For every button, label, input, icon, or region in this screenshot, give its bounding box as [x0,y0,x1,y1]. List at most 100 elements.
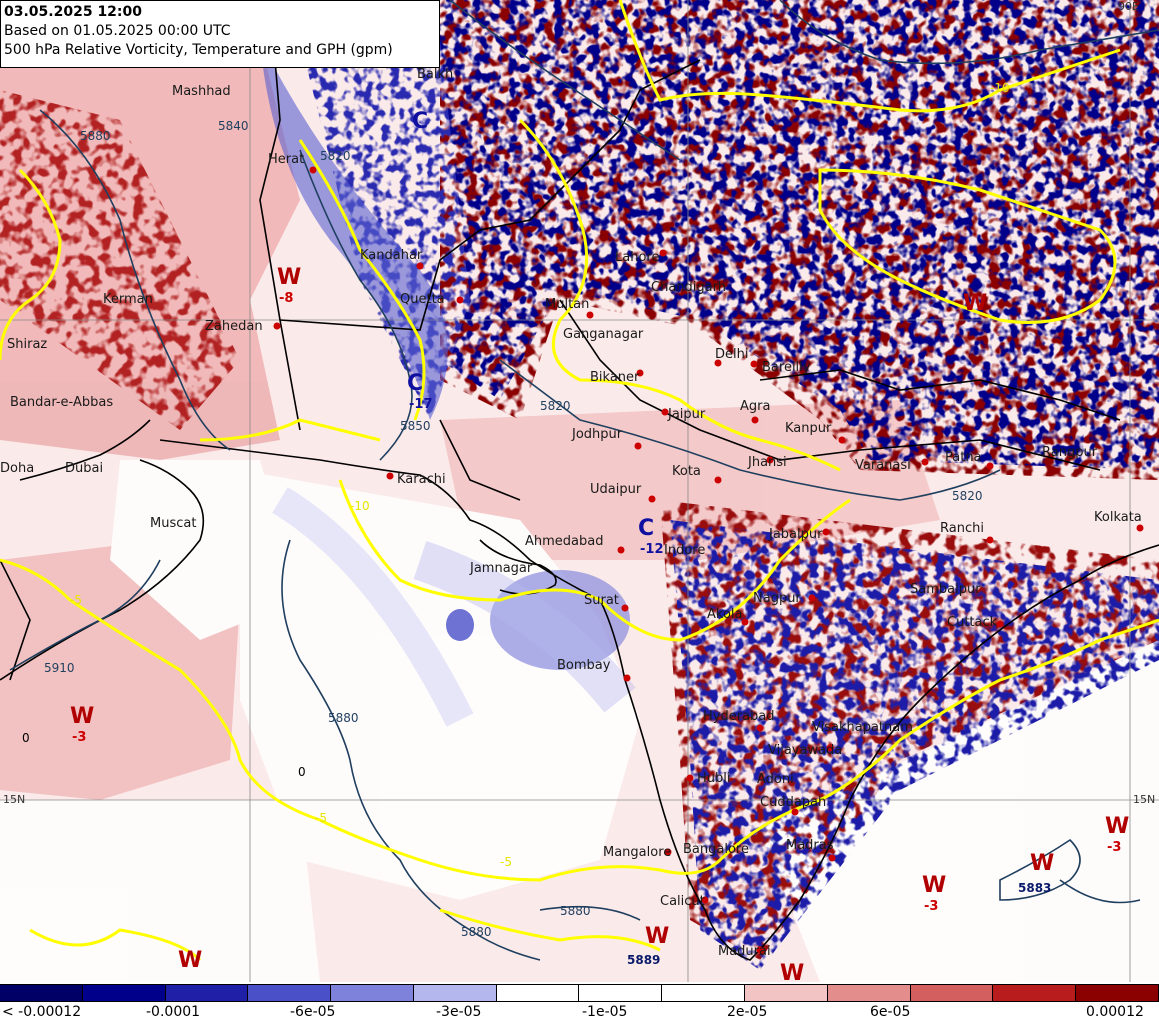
city-marker [822,528,830,536]
legend-swatch [910,985,994,1001]
city-label: Jhansi [747,455,787,470]
city-label: Ganganagar [563,327,644,342]
contour-label: 5880 [80,129,111,143]
city-layer: Mashhad Balkh Herat Kandahar Quetta Zahedan Ke… [0,67,1144,959]
contour-label: 5820 [540,399,571,413]
city-marker [273,322,281,330]
city-marker [808,594,816,602]
warm-center-label: W [1030,851,1054,876]
city-label: Kandahar [360,248,423,263]
city-marker [791,808,799,816]
city-label: Hubli [697,771,731,786]
city-marker [617,546,625,554]
city-label: Indore [664,543,705,558]
city-marker [664,848,672,856]
city-label: Herat [268,152,304,167]
contour-label: -5 [500,855,512,869]
city-label: Akola [707,607,743,622]
city-marker [828,854,836,862]
city-label: Muscat [150,516,196,531]
center-value: -3 [72,730,86,745]
contour-label: -10 [990,81,1010,95]
city-label: Kerman [103,292,153,307]
city-label: Adoni [757,772,794,787]
warm-center-label: W [178,948,202,973]
contour-label: -5 [70,593,82,607]
city-marker [741,618,749,626]
warm-center-label: W [645,924,669,949]
lat-lon-grid [0,0,1159,982]
color-legend: < -0.00012 -0.0001 -6e-05 -3e-05 -1e-05 2e-05… [0,982,1159,1024]
city-marker [986,462,994,470]
contour-label: 5880 [560,904,591,918]
city-label: Udaipur [590,482,642,497]
warm-center-label: W [963,291,987,316]
city-marker [416,262,424,270]
contour-labels: 5880 5820 5840 5820 5850 5880 5910 5880 5880 5820… [22,81,1051,967]
legend-swatch [993,985,1077,1001]
center-value: -3 [1107,840,1121,855]
city-label: Delhi [715,347,748,362]
city-label: Calicut [660,894,705,909]
city-label: Karachi [397,472,446,487]
city-label: Bikaner [590,370,640,385]
city-label: Bandar-e-Abbas [10,395,113,410]
legend-label: -3e-05 [436,1004,482,1020]
warm-center-label: W [922,873,946,898]
contour-label: 0 [22,731,30,745]
contour-label: -10 [350,499,370,513]
coastlines-borders [0,0,1159,961]
city-label: Multan [545,297,589,312]
warm-center-label: W [70,704,94,729]
contour-label: 0 [298,765,306,779]
city-label: Shiraz [7,337,47,352]
city-label: Hyderabad [703,709,775,724]
legend-swatch [331,985,414,1001]
warm-center-label: W [1105,814,1129,839]
city-label: Ranchi [940,521,984,536]
city-label: Cuddapah [760,795,826,810]
city-label: Surat [584,593,619,608]
legend-swatch [662,985,746,1001]
city-label: Bombay [557,658,611,673]
city-label: Jodhpur [571,427,623,442]
weather-map: 5880 5820 5840 5820 5850 5880 5910 5880 5880 5820… [0,0,1159,982]
city-marker [714,359,722,367]
city-marker [621,604,629,612]
city-label: Jabalpur [768,527,823,542]
city-marker [756,946,764,954]
city-label: Doha [0,461,34,476]
info-box: 03.05.2025 12:00 Based on 01.05.2025 00:… [0,0,440,68]
city-label: Nagpur [753,591,801,606]
contour-label: 5820 [952,489,983,503]
center-value: -8 [279,291,293,306]
legend-swatch [745,985,828,1001]
valid-time: 03.05.2025 12:00 [4,4,143,20]
city-label: Zahedan [205,319,263,334]
cold-center-label: C [407,371,423,396]
based-on: Based on 01.05.2025 00:00 UTC [4,23,231,39]
city-label: Patna [945,450,982,465]
city-marker [996,620,1004,628]
city-marker [1136,524,1144,532]
temperature-contours [0,0,1159,962]
center-value: -17 [409,397,433,412]
contour-label: 5850 [400,419,431,433]
city-label: Jaipur [667,407,706,422]
city-label: Bareilly [762,360,811,375]
city-label: Kolkata [1094,510,1142,525]
city-marker [386,472,394,480]
city-marker [921,458,929,466]
city-label: Mashhad [172,84,231,99]
city-label: Balkh [417,67,453,82]
city-label: Lahore [615,250,659,265]
cold-center-label: C [638,516,654,541]
city-marker [686,774,694,782]
cold-center-label: C [412,109,428,134]
city-label: Vijayawada [768,743,842,758]
city-label: Varanasi [855,458,911,473]
contour-label: 5889 [627,953,660,967]
warm-center-label: W [277,265,301,290]
lon-label-top: 90E [1118,0,1139,13]
